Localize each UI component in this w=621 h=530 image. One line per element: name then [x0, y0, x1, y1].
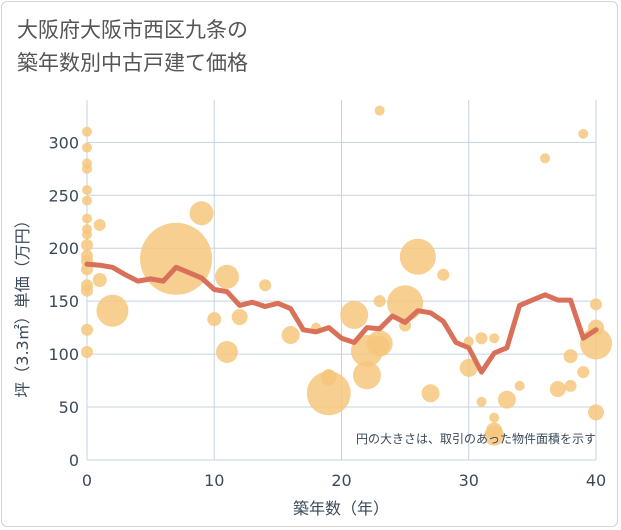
bubble-point-45	[459, 358, 478, 377]
bubble-point-20	[140, 222, 213, 295]
y-tick-50: 50	[59, 398, 79, 417]
bubble-point-8	[82, 229, 92, 240]
bubble-point-26	[259, 279, 272, 292]
x-tick-20: 20	[331, 471, 351, 490]
y-tick-300: 300	[48, 133, 79, 152]
bubble-point-9	[81, 239, 93, 252]
bubble-point-17	[93, 218, 106, 231]
bubble-point-52	[497, 390, 516, 409]
bubble-point-34	[352, 361, 381, 390]
x-tick-40: 40	[586, 471, 606, 490]
bubble-point-14	[81, 284, 93, 297]
bubble-point-25	[231, 309, 248, 326]
chart-title: 大阪府大阪市西区九条の 築年数別中古戸建て価格	[17, 14, 248, 80]
bubble-point-56	[563, 349, 578, 364]
y-tick-0: 0	[69, 451, 79, 470]
bubble-point-16	[81, 346, 93, 358]
bubble-point-53	[514, 380, 525, 391]
bubble-point-38	[369, 335, 390, 356]
bubble-point-57	[564, 379, 577, 392]
title-line-1: 大阪府大阪市西区九条の	[17, 18, 248, 42]
y-tick-labels: 0 50 100 150 200 250 300	[48, 133, 79, 470]
x-axis-label: 築年数（年）	[293, 499, 389, 518]
bubble-point-48	[489, 333, 500, 344]
bubble-size-note: 円の大きさは、取引のあった物件面積を示す	[356, 431, 596, 446]
bubble-point-23	[214, 264, 239, 289]
bubble-point-4	[82, 185, 92, 195]
bubble-point-32	[340, 300, 369, 329]
bubble-point-19	[96, 294, 129, 327]
bubble-point-31	[306, 371, 351, 416]
bubble-point-15	[81, 323, 93, 336]
bubble-point-18	[92, 273, 107, 287]
bubble-point-5	[82, 195, 92, 206]
bubble-point-27	[281, 326, 300, 345]
y-tick-200: 200	[48, 239, 79, 258]
bubble-point-55	[549, 381, 566, 398]
bubble-point-47	[476, 396, 487, 407]
title-line-2: 築年数別中古戸建て価格	[17, 51, 248, 75]
x-tick-30: 30	[459, 471, 479, 490]
bubble-point-22	[207, 312, 222, 327]
bubble-point-59	[577, 366, 590, 379]
bubble-point-44	[463, 336, 474, 347]
bubble-point-49	[489, 412, 500, 423]
bubble-point-60	[590, 298, 602, 311]
bubble-point-3	[82, 163, 92, 174]
bubble-point-63	[588, 404, 604, 421]
bubble-point-35	[374, 105, 385, 116]
bubble-point-1	[82, 142, 92, 153]
bubble-point-58	[578, 128, 589, 139]
bubble-point-6	[82, 213, 92, 224]
bubble-series	[81, 105, 612, 446]
bubble-point-24	[215, 341, 238, 363]
bubble-point-0	[82, 126, 92, 137]
bubble-point-36	[373, 295, 386, 308]
x-tick-labels: 0 10 20 30 40	[82, 471, 606, 490]
bubble-point-51	[484, 425, 505, 446]
bubble-point-41	[399, 238, 436, 275]
y-tick-250: 250	[48, 186, 79, 205]
bubble-point-54	[540, 153, 551, 164]
average-price-line	[84, 261, 599, 375]
y-axis-label: 坪（3.3㎡）単価（万円）	[13, 212, 32, 397]
bubble-point-21	[189, 201, 214, 226]
bubble-point-43	[437, 268, 450, 281]
x-tick-0: 0	[82, 471, 92, 490]
x-tick-10: 10	[204, 471, 224, 490]
y-tick-100: 100	[48, 345, 79, 364]
bubble-point-46	[475, 332, 488, 345]
bubble-point-42	[421, 384, 440, 403]
y-tick-150: 150	[48, 292, 79, 311]
